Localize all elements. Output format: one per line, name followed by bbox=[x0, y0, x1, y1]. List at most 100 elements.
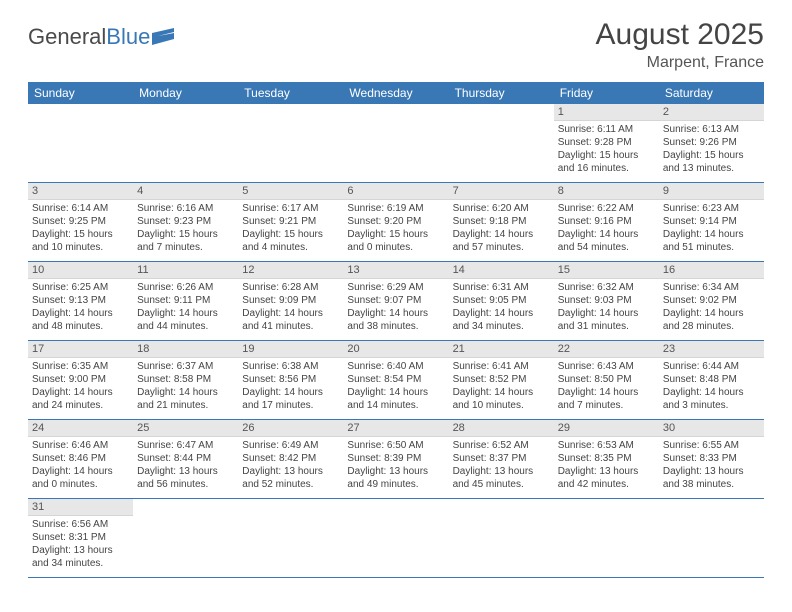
calendar-cell bbox=[28, 104, 133, 183]
calendar-cell: 28Sunrise: 6:52 AMSunset: 8:37 PMDayligh… bbox=[449, 420, 554, 499]
calendar-week-row: 10Sunrise: 6:25 AMSunset: 9:13 PMDayligh… bbox=[28, 262, 764, 341]
calendar-cell: 25Sunrise: 6:47 AMSunset: 8:44 PMDayligh… bbox=[133, 420, 238, 499]
calendar-cell: 9Sunrise: 6:23 AMSunset: 9:14 PMDaylight… bbox=[659, 183, 764, 262]
day-number: 10 bbox=[28, 262, 133, 279]
day-number: 7 bbox=[449, 183, 554, 200]
calendar-cell: 29Sunrise: 6:53 AMSunset: 8:35 PMDayligh… bbox=[554, 420, 659, 499]
calendar-cell: 4Sunrise: 6:16 AMSunset: 9:23 PMDaylight… bbox=[133, 183, 238, 262]
day-number: 14 bbox=[449, 262, 554, 279]
weekday-header: Tuesday bbox=[238, 82, 343, 104]
calendar-body: 1Sunrise: 6:11 AMSunset: 9:28 PMDaylight… bbox=[28, 104, 764, 578]
brand-part2: Blue bbox=[106, 24, 150, 50]
day-content: Sunrise: 6:55 AMSunset: 8:33 PMDaylight:… bbox=[659, 437, 764, 493]
calendar-cell: 30Sunrise: 6:55 AMSunset: 8:33 PMDayligh… bbox=[659, 420, 764, 499]
day-number: 20 bbox=[343, 341, 448, 358]
calendar-cell: 10Sunrise: 6:25 AMSunset: 9:13 PMDayligh… bbox=[28, 262, 133, 341]
title-block: August 2025 Marpent, France bbox=[596, 18, 764, 72]
day-content: Sunrise: 6:37 AMSunset: 8:58 PMDaylight:… bbox=[133, 358, 238, 414]
day-content: Sunrise: 6:53 AMSunset: 8:35 PMDaylight:… bbox=[554, 437, 659, 493]
calendar-week-row: 24Sunrise: 6:46 AMSunset: 8:46 PMDayligh… bbox=[28, 420, 764, 499]
calendar-cell: 26Sunrise: 6:49 AMSunset: 8:42 PMDayligh… bbox=[238, 420, 343, 499]
day-content: Sunrise: 6:14 AMSunset: 9:25 PMDaylight:… bbox=[28, 200, 133, 256]
calendar-cell: 31Sunrise: 6:56 AMSunset: 8:31 PMDayligh… bbox=[28, 499, 133, 578]
calendar-cell: 13Sunrise: 6:29 AMSunset: 9:07 PMDayligh… bbox=[343, 262, 448, 341]
day-number: 6 bbox=[343, 183, 448, 200]
day-content: Sunrise: 6:35 AMSunset: 9:00 PMDaylight:… bbox=[28, 358, 133, 414]
day-content: Sunrise: 6:20 AMSunset: 9:18 PMDaylight:… bbox=[449, 200, 554, 256]
day-number: 5 bbox=[238, 183, 343, 200]
brand-logo: GeneralBlue bbox=[28, 24, 178, 50]
day-content: Sunrise: 6:43 AMSunset: 8:50 PMDaylight:… bbox=[554, 358, 659, 414]
day-number: 21 bbox=[449, 341, 554, 358]
day-number: 3 bbox=[28, 183, 133, 200]
day-content: Sunrise: 6:47 AMSunset: 8:44 PMDaylight:… bbox=[133, 437, 238, 493]
calendar-cell bbox=[343, 104, 448, 183]
calendar-cell bbox=[449, 104, 554, 183]
calendar-cell: 24Sunrise: 6:46 AMSunset: 8:46 PMDayligh… bbox=[28, 420, 133, 499]
calendar-cell: 16Sunrise: 6:34 AMSunset: 9:02 PMDayligh… bbox=[659, 262, 764, 341]
calendar-week-row: 3Sunrise: 6:14 AMSunset: 9:25 PMDaylight… bbox=[28, 183, 764, 262]
weekday-header: Wednesday bbox=[343, 82, 448, 104]
weekday-header: Friday bbox=[554, 82, 659, 104]
day-number: 16 bbox=[659, 262, 764, 279]
day-number: 22 bbox=[554, 341, 659, 358]
day-content: Sunrise: 6:22 AMSunset: 9:16 PMDaylight:… bbox=[554, 200, 659, 256]
day-number: 29 bbox=[554, 420, 659, 437]
day-content: Sunrise: 6:31 AMSunset: 9:05 PMDaylight:… bbox=[449, 279, 554, 335]
day-content: Sunrise: 6:23 AMSunset: 9:14 PMDaylight:… bbox=[659, 200, 764, 256]
day-content: Sunrise: 6:32 AMSunset: 9:03 PMDaylight:… bbox=[554, 279, 659, 335]
calendar-cell: 3Sunrise: 6:14 AMSunset: 9:25 PMDaylight… bbox=[28, 183, 133, 262]
day-content: Sunrise: 6:26 AMSunset: 9:11 PMDaylight:… bbox=[133, 279, 238, 335]
weekday-header: Thursday bbox=[449, 82, 554, 104]
calendar-cell bbox=[238, 499, 343, 578]
brand-part1: General bbox=[28, 24, 106, 50]
day-content: Sunrise: 6:16 AMSunset: 9:23 PMDaylight:… bbox=[133, 200, 238, 256]
calendar-week-row: 31Sunrise: 6:56 AMSunset: 8:31 PMDayligh… bbox=[28, 499, 764, 578]
location-label: Marpent, France bbox=[596, 54, 764, 72]
day-content: Sunrise: 6:41 AMSunset: 8:52 PMDaylight:… bbox=[449, 358, 554, 414]
day-content: Sunrise: 6:46 AMSunset: 8:46 PMDaylight:… bbox=[28, 437, 133, 493]
day-content: Sunrise: 6:29 AMSunset: 9:07 PMDaylight:… bbox=[343, 279, 448, 335]
calendar-cell: 19Sunrise: 6:38 AMSunset: 8:56 PMDayligh… bbox=[238, 341, 343, 420]
calendar-cell bbox=[238, 104, 343, 183]
day-content: Sunrise: 6:25 AMSunset: 9:13 PMDaylight:… bbox=[28, 279, 133, 335]
calendar-cell bbox=[659, 499, 764, 578]
day-number: 17 bbox=[28, 341, 133, 358]
calendar-cell: 12Sunrise: 6:28 AMSunset: 9:09 PMDayligh… bbox=[238, 262, 343, 341]
calendar-cell: 17Sunrise: 6:35 AMSunset: 9:00 PMDayligh… bbox=[28, 341, 133, 420]
day-content: Sunrise: 6:44 AMSunset: 8:48 PMDaylight:… bbox=[659, 358, 764, 414]
calendar-cell: 21Sunrise: 6:41 AMSunset: 8:52 PMDayligh… bbox=[449, 341, 554, 420]
day-content: Sunrise: 6:50 AMSunset: 8:39 PMDaylight:… bbox=[343, 437, 448, 493]
calendar-cell: 11Sunrise: 6:26 AMSunset: 9:11 PMDayligh… bbox=[133, 262, 238, 341]
day-content: Sunrise: 6:13 AMSunset: 9:26 PMDaylight:… bbox=[659, 121, 764, 177]
day-number: 18 bbox=[133, 341, 238, 358]
calendar-cell: 5Sunrise: 6:17 AMSunset: 9:21 PMDaylight… bbox=[238, 183, 343, 262]
calendar-cell bbox=[133, 104, 238, 183]
day-number: 4 bbox=[133, 183, 238, 200]
weekday-header: Sunday bbox=[28, 82, 133, 104]
calendar-cell: 15Sunrise: 6:32 AMSunset: 9:03 PMDayligh… bbox=[554, 262, 659, 341]
day-content: Sunrise: 6:40 AMSunset: 8:54 PMDaylight:… bbox=[343, 358, 448, 414]
day-content: Sunrise: 6:19 AMSunset: 9:20 PMDaylight:… bbox=[343, 200, 448, 256]
calendar-cell: 6Sunrise: 6:19 AMSunset: 9:20 PMDaylight… bbox=[343, 183, 448, 262]
day-number: 25 bbox=[133, 420, 238, 437]
day-content: Sunrise: 6:56 AMSunset: 8:31 PMDaylight:… bbox=[28, 516, 133, 572]
day-number: 15 bbox=[554, 262, 659, 279]
day-number: 2 bbox=[659, 104, 764, 121]
calendar-cell: 27Sunrise: 6:50 AMSunset: 8:39 PMDayligh… bbox=[343, 420, 448, 499]
day-number: 27 bbox=[343, 420, 448, 437]
day-content: Sunrise: 6:34 AMSunset: 9:02 PMDaylight:… bbox=[659, 279, 764, 335]
day-number: 1 bbox=[554, 104, 659, 121]
day-number: 26 bbox=[238, 420, 343, 437]
weekday-header: Monday bbox=[133, 82, 238, 104]
day-number: 11 bbox=[133, 262, 238, 279]
day-number: 30 bbox=[659, 420, 764, 437]
calendar-cell: 23Sunrise: 6:44 AMSunset: 8:48 PMDayligh… bbox=[659, 341, 764, 420]
calendar-table: SundayMondayTuesdayWednesdayThursdayFrid… bbox=[28, 82, 764, 578]
page-header: GeneralBlue August 2025 Marpent, France bbox=[28, 18, 764, 72]
calendar-cell: 8Sunrise: 6:22 AMSunset: 9:16 PMDaylight… bbox=[554, 183, 659, 262]
calendar-cell: 2Sunrise: 6:13 AMSunset: 9:26 PMDaylight… bbox=[659, 104, 764, 183]
calendar-week-row: 1Sunrise: 6:11 AMSunset: 9:28 PMDaylight… bbox=[28, 104, 764, 183]
calendar-week-row: 17Sunrise: 6:35 AMSunset: 9:00 PMDayligh… bbox=[28, 341, 764, 420]
day-number: 19 bbox=[238, 341, 343, 358]
